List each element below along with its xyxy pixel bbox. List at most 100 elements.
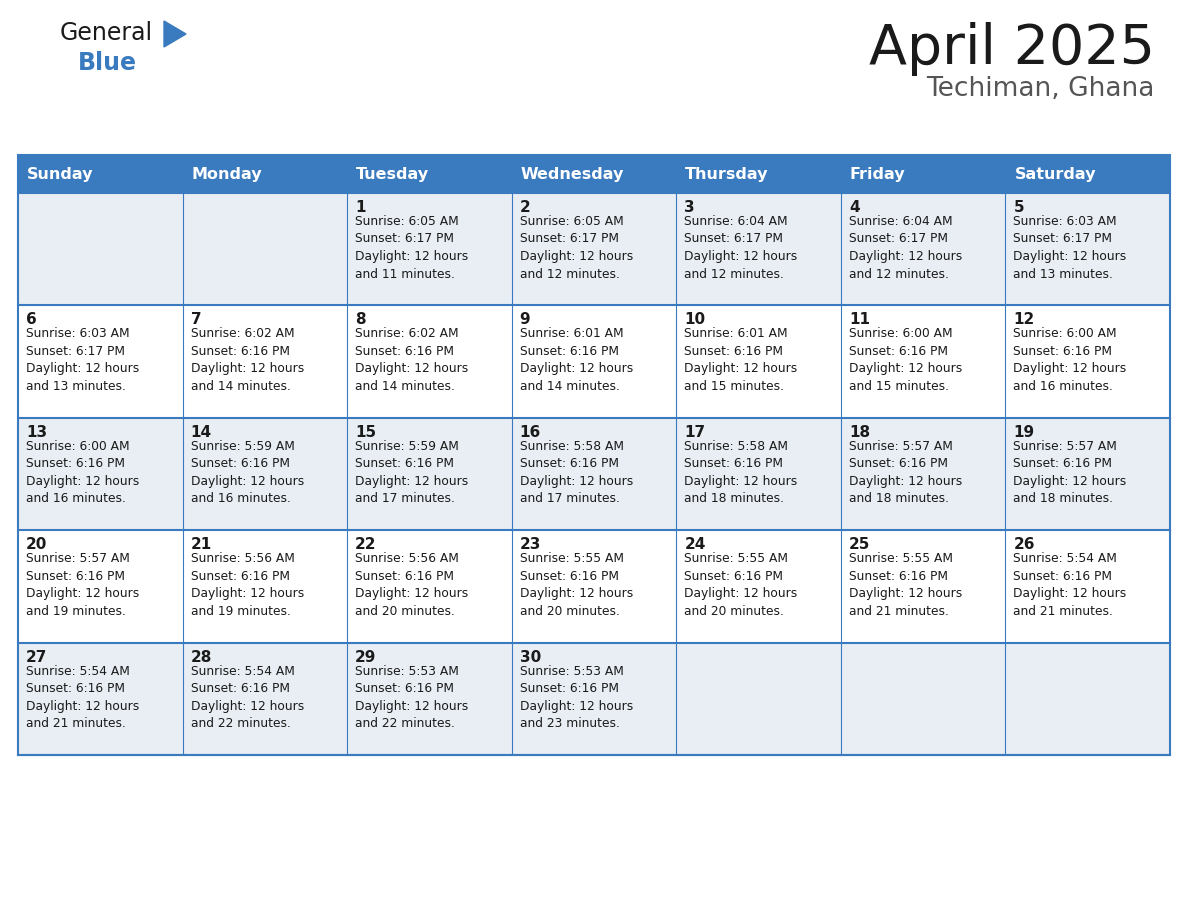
Text: Sunrise: 6:04 AM
Sunset: 6:17 PM
Daylight: 12 hours
and 12 minutes.: Sunrise: 6:04 AM Sunset: 6:17 PM Dayligh… bbox=[684, 215, 797, 281]
Text: Sunrise: 6:03 AM
Sunset: 6:17 PM
Daylight: 12 hours
and 13 minutes.: Sunrise: 6:03 AM Sunset: 6:17 PM Dayligh… bbox=[1013, 215, 1126, 281]
Bar bbox=[18, 155, 1170, 755]
Text: 10: 10 bbox=[684, 312, 706, 328]
Text: Sunrise: 5:58 AM
Sunset: 6:16 PM
Daylight: 12 hours
and 17 minutes.: Sunrise: 5:58 AM Sunset: 6:16 PM Dayligh… bbox=[519, 440, 633, 505]
Polygon shape bbox=[164, 21, 187, 47]
Bar bbox=[183, 643, 347, 755]
Text: 24: 24 bbox=[684, 537, 706, 553]
Bar bbox=[841, 531, 1005, 643]
Text: General: General bbox=[61, 21, 153, 45]
Text: Sunrise: 5:54 AM
Sunset: 6:16 PM
Daylight: 12 hours
and 21 minutes.: Sunrise: 5:54 AM Sunset: 6:16 PM Dayligh… bbox=[26, 665, 139, 730]
Text: Sunrise: 6:02 AM
Sunset: 6:16 PM
Daylight: 12 hours
and 14 minutes.: Sunrise: 6:02 AM Sunset: 6:16 PM Dayligh… bbox=[355, 328, 468, 393]
Text: 18: 18 bbox=[849, 425, 870, 440]
Bar bbox=[183, 306, 347, 418]
Bar bbox=[512, 418, 676, 531]
Text: 23: 23 bbox=[519, 537, 541, 553]
Bar bbox=[18, 418, 183, 531]
Text: Sunrise: 6:01 AM
Sunset: 6:16 PM
Daylight: 12 hours
and 14 minutes.: Sunrise: 6:01 AM Sunset: 6:16 PM Dayligh… bbox=[519, 328, 633, 393]
Bar bbox=[1005, 306, 1170, 418]
Text: Sunrise: 5:59 AM
Sunset: 6:16 PM
Daylight: 12 hours
and 16 minutes.: Sunrise: 5:59 AM Sunset: 6:16 PM Dayligh… bbox=[190, 440, 304, 505]
Text: Sunrise: 5:58 AM
Sunset: 6:16 PM
Daylight: 12 hours
and 18 minutes.: Sunrise: 5:58 AM Sunset: 6:16 PM Dayligh… bbox=[684, 440, 797, 505]
Bar bbox=[676, 643, 841, 755]
Text: 22: 22 bbox=[355, 537, 377, 553]
Text: Sunrise: 5:54 AM
Sunset: 6:16 PM
Daylight: 12 hours
and 21 minutes.: Sunrise: 5:54 AM Sunset: 6:16 PM Dayligh… bbox=[1013, 553, 1126, 618]
Text: Sunrise: 5:56 AM
Sunset: 6:16 PM
Daylight: 12 hours
and 19 minutes.: Sunrise: 5:56 AM Sunset: 6:16 PM Dayligh… bbox=[190, 553, 304, 618]
Bar bbox=[512, 531, 676, 643]
Text: 8: 8 bbox=[355, 312, 366, 328]
Bar bbox=[841, 193, 1005, 306]
Text: Sunrise: 5:57 AM
Sunset: 6:16 PM
Daylight: 12 hours
and 18 minutes.: Sunrise: 5:57 AM Sunset: 6:16 PM Dayligh… bbox=[849, 440, 962, 505]
Text: 15: 15 bbox=[355, 425, 377, 440]
Bar bbox=[183, 418, 347, 531]
Text: Sunrise: 6:00 AM
Sunset: 6:16 PM
Daylight: 12 hours
and 16 minutes.: Sunrise: 6:00 AM Sunset: 6:16 PM Dayligh… bbox=[26, 440, 139, 505]
Bar bbox=[841, 306, 1005, 418]
Text: Sunrise: 6:05 AM
Sunset: 6:17 PM
Daylight: 12 hours
and 12 minutes.: Sunrise: 6:05 AM Sunset: 6:17 PM Dayligh… bbox=[519, 215, 633, 281]
Bar bbox=[347, 306, 512, 418]
Text: 25: 25 bbox=[849, 537, 871, 553]
Text: Monday: Monday bbox=[191, 166, 263, 182]
Text: Blue: Blue bbox=[78, 51, 137, 75]
Text: 4: 4 bbox=[849, 200, 859, 215]
Bar bbox=[18, 306, 183, 418]
Text: Tuesday: Tuesday bbox=[356, 166, 429, 182]
Bar bbox=[347, 193, 512, 306]
Text: 21: 21 bbox=[190, 537, 211, 553]
Text: Sunrise: 5:54 AM
Sunset: 6:16 PM
Daylight: 12 hours
and 22 minutes.: Sunrise: 5:54 AM Sunset: 6:16 PM Dayligh… bbox=[190, 665, 304, 730]
Text: Sunrise: 5:59 AM
Sunset: 6:16 PM
Daylight: 12 hours
and 17 minutes.: Sunrise: 5:59 AM Sunset: 6:16 PM Dayligh… bbox=[355, 440, 468, 505]
Text: Sunrise: 6:00 AM
Sunset: 6:16 PM
Daylight: 12 hours
and 16 minutes.: Sunrise: 6:00 AM Sunset: 6:16 PM Dayligh… bbox=[1013, 328, 1126, 393]
Text: 26: 26 bbox=[1013, 537, 1035, 553]
Text: April 2025: April 2025 bbox=[868, 22, 1155, 76]
Text: Sunrise: 6:04 AM
Sunset: 6:17 PM
Daylight: 12 hours
and 12 minutes.: Sunrise: 6:04 AM Sunset: 6:17 PM Dayligh… bbox=[849, 215, 962, 281]
Text: Sunday: Sunday bbox=[27, 166, 94, 182]
Text: 2: 2 bbox=[519, 200, 531, 215]
Bar bbox=[183, 531, 347, 643]
Bar bbox=[347, 643, 512, 755]
Bar bbox=[1005, 155, 1170, 193]
Text: 17: 17 bbox=[684, 425, 706, 440]
Text: Sunrise: 6:01 AM
Sunset: 6:16 PM
Daylight: 12 hours
and 15 minutes.: Sunrise: 6:01 AM Sunset: 6:16 PM Dayligh… bbox=[684, 328, 797, 393]
Text: 7: 7 bbox=[190, 312, 201, 328]
Text: 3: 3 bbox=[684, 200, 695, 215]
Text: Sunrise: 5:55 AM
Sunset: 6:16 PM
Daylight: 12 hours
and 20 minutes.: Sunrise: 5:55 AM Sunset: 6:16 PM Dayligh… bbox=[519, 553, 633, 618]
Bar bbox=[676, 531, 841, 643]
Text: 19: 19 bbox=[1013, 425, 1035, 440]
Text: Sunrise: 6:05 AM
Sunset: 6:17 PM
Daylight: 12 hours
and 11 minutes.: Sunrise: 6:05 AM Sunset: 6:17 PM Dayligh… bbox=[355, 215, 468, 281]
Text: 27: 27 bbox=[26, 650, 48, 665]
Bar bbox=[18, 155, 183, 193]
Bar bbox=[347, 531, 512, 643]
Bar bbox=[18, 193, 183, 306]
Text: Wednesday: Wednesday bbox=[520, 166, 624, 182]
Bar bbox=[841, 418, 1005, 531]
Text: Sunrise: 5:57 AM
Sunset: 6:16 PM
Daylight: 12 hours
and 19 minutes.: Sunrise: 5:57 AM Sunset: 6:16 PM Dayligh… bbox=[26, 553, 139, 618]
Bar bbox=[183, 155, 347, 193]
Text: Sunrise: 5:55 AM
Sunset: 6:16 PM
Daylight: 12 hours
and 20 minutes.: Sunrise: 5:55 AM Sunset: 6:16 PM Dayligh… bbox=[684, 553, 797, 618]
Bar bbox=[1005, 643, 1170, 755]
Text: 13: 13 bbox=[26, 425, 48, 440]
Text: 30: 30 bbox=[519, 650, 541, 665]
Text: Saturday: Saturday bbox=[1015, 166, 1095, 182]
Bar bbox=[676, 418, 841, 531]
Text: 11: 11 bbox=[849, 312, 870, 328]
Bar bbox=[512, 643, 676, 755]
Text: Sunrise: 6:02 AM
Sunset: 6:16 PM
Daylight: 12 hours
and 14 minutes.: Sunrise: 6:02 AM Sunset: 6:16 PM Dayligh… bbox=[190, 328, 304, 393]
Bar bbox=[676, 155, 841, 193]
Bar bbox=[1005, 531, 1170, 643]
Bar bbox=[18, 531, 183, 643]
Text: Sunrise: 5:53 AM
Sunset: 6:16 PM
Daylight: 12 hours
and 22 minutes.: Sunrise: 5:53 AM Sunset: 6:16 PM Dayligh… bbox=[355, 665, 468, 730]
Text: Friday: Friday bbox=[849, 166, 905, 182]
Bar bbox=[676, 193, 841, 306]
Text: 5: 5 bbox=[1013, 200, 1024, 215]
Text: Sunrise: 5:56 AM
Sunset: 6:16 PM
Daylight: 12 hours
and 20 minutes.: Sunrise: 5:56 AM Sunset: 6:16 PM Dayligh… bbox=[355, 553, 468, 618]
Text: 1: 1 bbox=[355, 200, 366, 215]
Text: 6: 6 bbox=[26, 312, 37, 328]
Text: 16: 16 bbox=[519, 425, 541, 440]
Bar bbox=[18, 643, 183, 755]
Text: Sunrise: 5:53 AM
Sunset: 6:16 PM
Daylight: 12 hours
and 23 minutes.: Sunrise: 5:53 AM Sunset: 6:16 PM Dayligh… bbox=[519, 665, 633, 730]
Text: Sunrise: 5:55 AM
Sunset: 6:16 PM
Daylight: 12 hours
and 21 minutes.: Sunrise: 5:55 AM Sunset: 6:16 PM Dayligh… bbox=[849, 553, 962, 618]
Bar bbox=[841, 643, 1005, 755]
Text: 20: 20 bbox=[26, 537, 48, 553]
Bar bbox=[18, 155, 1170, 755]
Bar bbox=[1005, 193, 1170, 306]
Bar bbox=[841, 155, 1005, 193]
Bar bbox=[347, 418, 512, 531]
Text: 14: 14 bbox=[190, 425, 211, 440]
